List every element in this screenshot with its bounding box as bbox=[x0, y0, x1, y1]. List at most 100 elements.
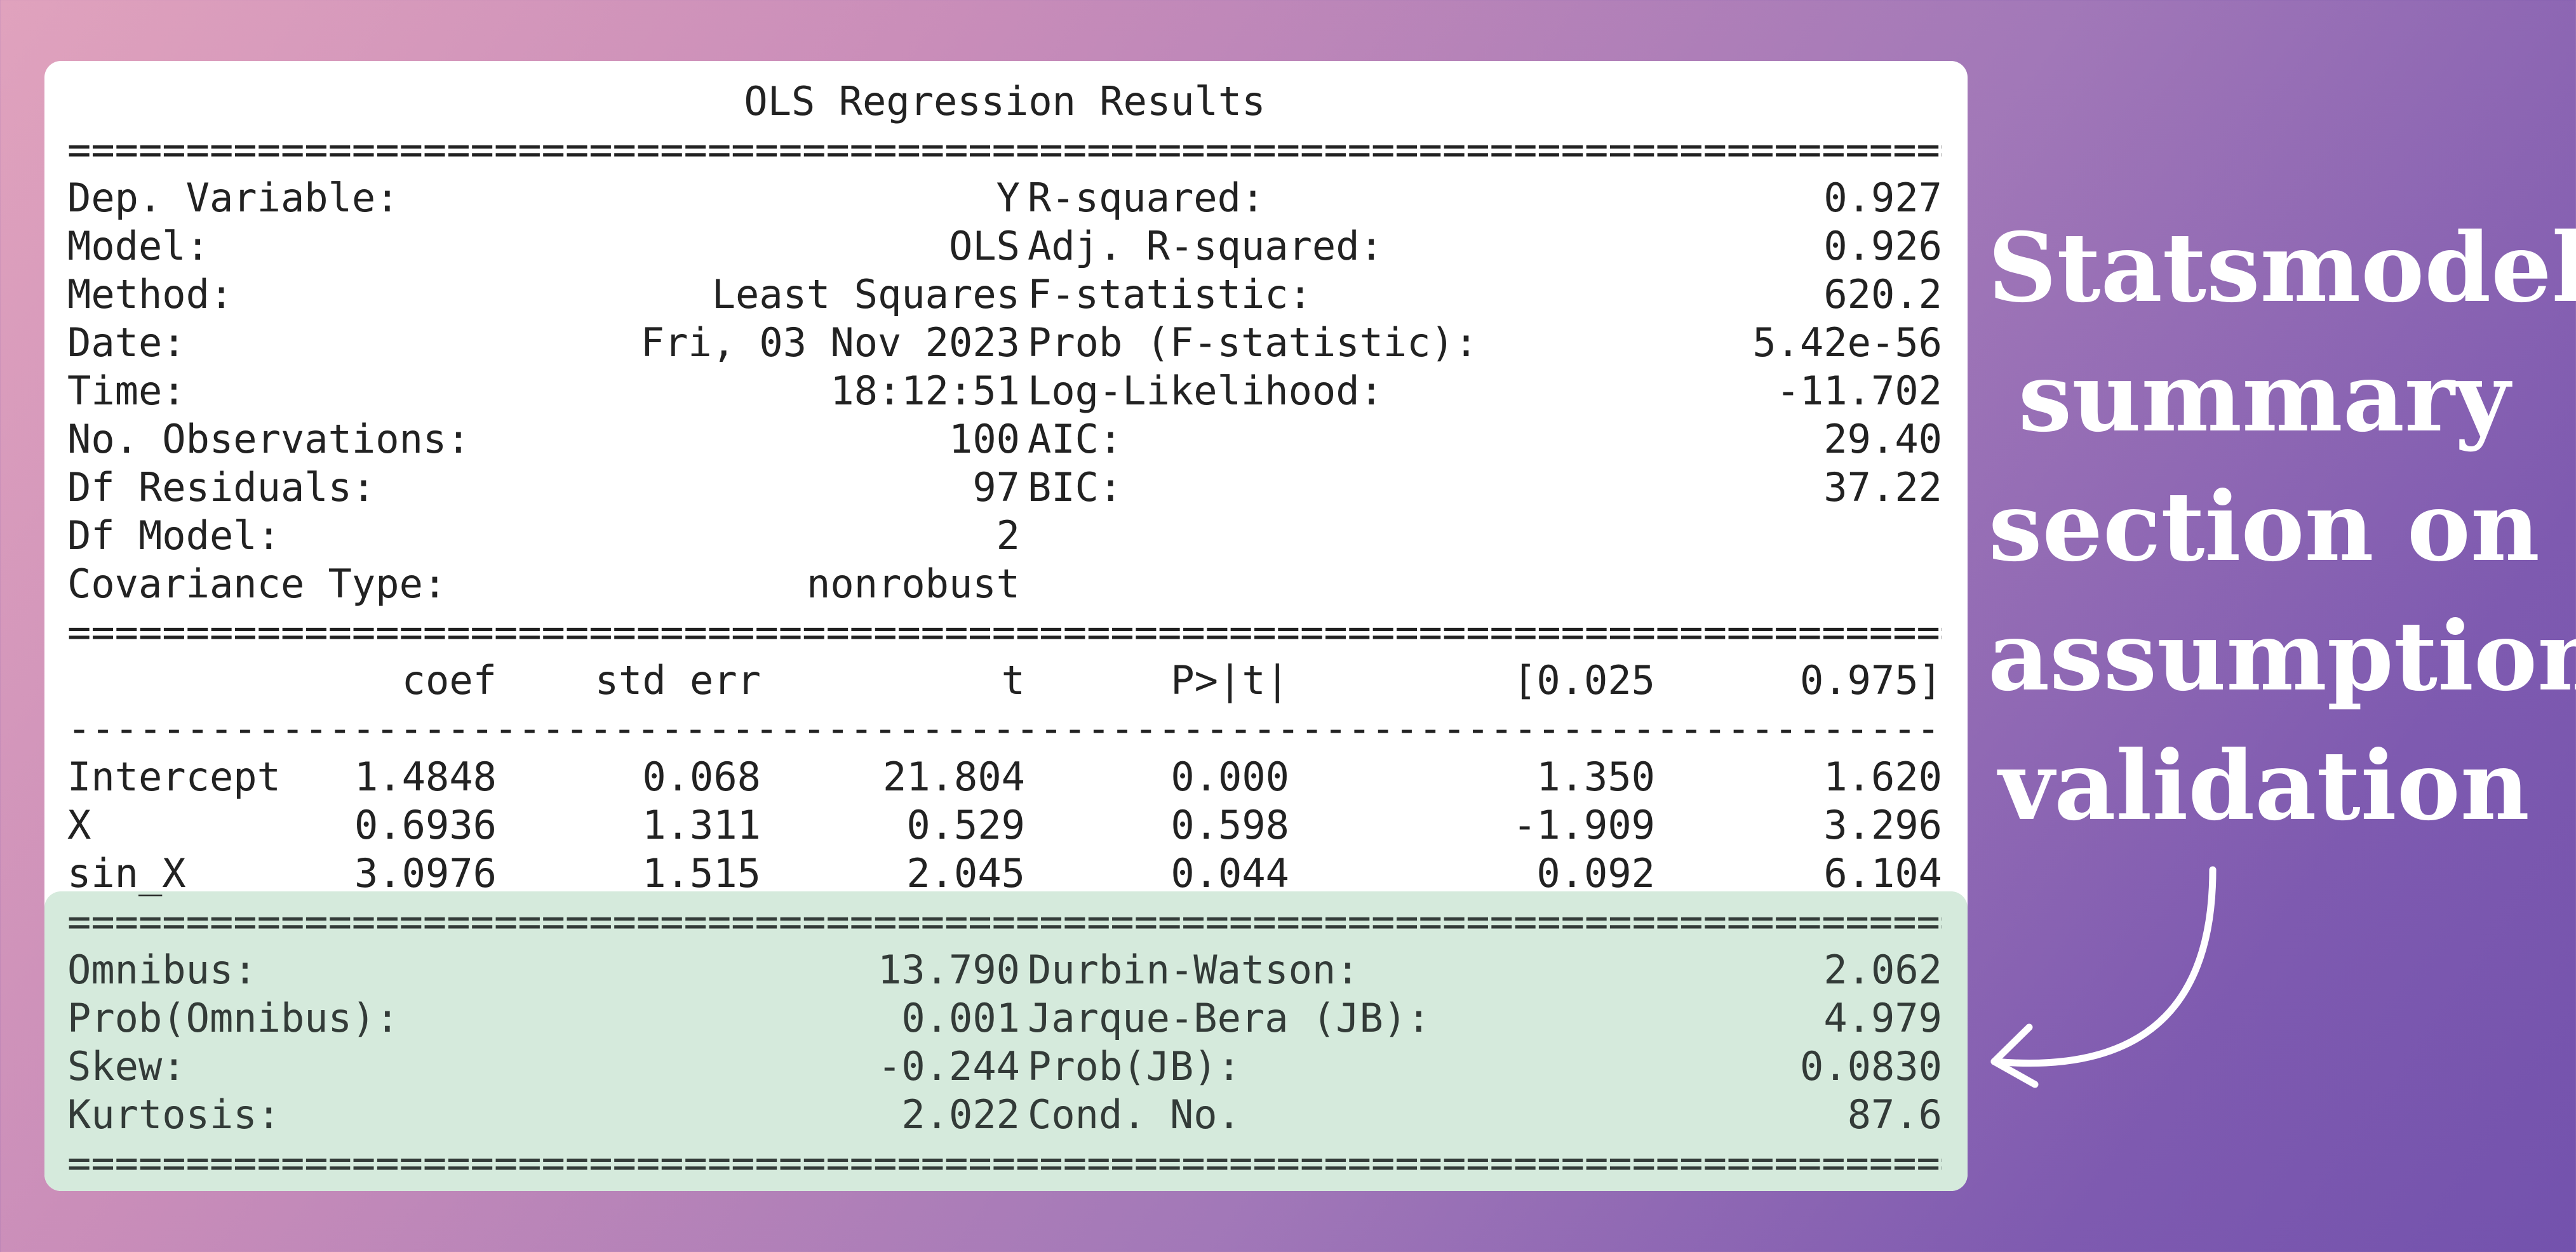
diag-label: Omnibus: bbox=[67, 947, 257, 993]
cell-coef: 0.6936 bbox=[354, 802, 497, 848]
model-info-row: Df Residuals: 97 BIC: 37.22 bbox=[67, 463, 1942, 512]
model-info-row: No. Observations: 100 AIC: 29.40 bbox=[67, 415, 1942, 463]
table-row: X 0.6936 1.311 0.529 0.598 -1.909 3.296 bbox=[67, 801, 1942, 849]
diag-label: Cond. No. bbox=[1028, 1091, 1241, 1138]
stat-value: 5.42e-56 bbox=[1752, 319, 1942, 366]
cell-coef: 1.4848 bbox=[354, 754, 497, 800]
stat-value: 37.22 bbox=[1823, 464, 1942, 510]
cell-ci-high: 6.104 bbox=[1823, 850, 1942, 896]
info-label: Method: bbox=[67, 271, 234, 317]
info-value: 97 bbox=[972, 464, 1020, 510]
model-info-row: Covariance Type: nonrobust bbox=[67, 560, 1942, 608]
info-value: nonrobust bbox=[807, 561, 1020, 607]
caption-line: section on bbox=[1989, 471, 2540, 583]
stat-label: AIC: bbox=[1028, 416, 1123, 462]
caption-line: summary bbox=[2018, 342, 2511, 453]
diagnostics-row: Prob(Omnibus): 0.001 Jarque-Bera (JB): 4… bbox=[67, 994, 1942, 1042]
stat-label: R-squared: bbox=[1028, 175, 1265, 221]
diag-value: 2.062 bbox=[1823, 947, 1942, 993]
single-rule: ----------------------------------------… bbox=[67, 705, 1942, 752]
cell-ci-high: 3.296 bbox=[1823, 802, 1942, 848]
cell-p: 0.044 bbox=[1171, 850, 1289, 896]
diag-value: 87.6 bbox=[1847, 1091, 1942, 1138]
stat-value: 0.926 bbox=[1823, 223, 1942, 269]
diagnostics-row: Kurtosis: 2.022 Cond. No. 87.6 bbox=[67, 1091, 1942, 1139]
double-rule: ========================================… bbox=[67, 1140, 1942, 1186]
diag-label: Prob(Omnibus): bbox=[67, 995, 399, 1041]
model-info-row: Df Model: 2 bbox=[67, 512, 1942, 560]
table-row: Intercept 1.4848 0.068 21.804 0.000 1.35… bbox=[67, 753, 1942, 801]
info-value: Least Squares bbox=[711, 271, 1020, 317]
diag-label: Durbin-Watson: bbox=[1028, 947, 1360, 993]
info-label: Covariance Type: bbox=[67, 561, 447, 607]
info-label: Time: bbox=[67, 368, 186, 414]
stat-value: 620.2 bbox=[1823, 271, 1942, 317]
diag-value: 0.001 bbox=[901, 995, 1020, 1041]
info-value: 18:12:51 bbox=[830, 368, 1020, 414]
diagnostics-row: Skew: -0.244 Prob(JB): 0.0830 bbox=[67, 1042, 1942, 1091]
summary-title: OLS Regression Results bbox=[744, 78, 1266, 124]
diag-value: -0.244 bbox=[878, 1043, 1020, 1089]
col-header-t: t bbox=[1001, 657, 1025, 703]
cell-coef: 3.0976 bbox=[354, 850, 497, 896]
cell-ci-high: 1.620 bbox=[1823, 754, 1942, 800]
col-header-ci-low: [0.025 bbox=[1513, 657, 1655, 703]
caption-line: Statsmodel bbox=[1988, 212, 2576, 324]
info-value: Fri, 03 Nov 2023 bbox=[640, 319, 1020, 366]
diag-value: 4.979 bbox=[1823, 995, 1942, 1041]
diag-label: Kurtosis: bbox=[67, 1091, 281, 1138]
stat-label: F-statistic: bbox=[1028, 271, 1312, 317]
cell-t: 0.529 bbox=[906, 802, 1025, 848]
double-rule: ========================================… bbox=[67, 898, 1942, 945]
col-header-std-err: std err bbox=[594, 657, 761, 703]
info-label: No. Observations: bbox=[67, 416, 471, 462]
row-variable: Intercept bbox=[67, 754, 281, 800]
stat-value: 0.927 bbox=[1823, 175, 1942, 221]
cell-p: 0.000 bbox=[1171, 754, 1289, 800]
info-label: Date: bbox=[67, 319, 186, 366]
info-label: Df Model: bbox=[67, 512, 281, 559]
info-label: Dep. Variable: bbox=[67, 175, 399, 221]
row-variable: X bbox=[67, 802, 91, 848]
diag-value: 0.0830 bbox=[1800, 1043, 1942, 1089]
stat-value: -11.702 bbox=[1776, 368, 1942, 414]
caption-line: validation bbox=[1999, 730, 2530, 842]
regression-summary-card: OLS Regression Results =================… bbox=[44, 61, 1968, 1191]
diag-label: Jarque-Bera (JB): bbox=[1028, 995, 1431, 1041]
cell-ci-low: 1.350 bbox=[1536, 754, 1655, 800]
info-label: Df Residuals: bbox=[67, 464, 376, 510]
col-header-coef: coef bbox=[401, 657, 497, 703]
table-row: sin_X 3.0976 1.515 2.045 0.044 0.092 6.1… bbox=[67, 849, 1942, 898]
caption-line: assumption bbox=[1988, 601, 2576, 712]
stat-label: Prob (F-statistic): bbox=[1028, 319, 1479, 366]
cell-p: 0.598 bbox=[1171, 802, 1289, 848]
model-info-row: Time: 18:12:51 Log-Likelihood: -11.702 bbox=[67, 367, 1942, 415]
diag-label: Prob(JB): bbox=[1028, 1043, 1241, 1089]
diagnostics-highlight bbox=[44, 891, 1968, 1191]
stat-label: BIC: bbox=[1028, 464, 1123, 510]
diag-value: 13.790 bbox=[878, 947, 1020, 993]
col-header-p: P>|t| bbox=[1171, 657, 1289, 703]
diag-label: Skew: bbox=[67, 1043, 186, 1089]
row-variable: sin_X bbox=[67, 850, 186, 896]
stat-label: Log-Likelihood: bbox=[1028, 368, 1383, 414]
cell-ci-low: -1.909 bbox=[1513, 802, 1655, 848]
caption: Statsmodel summary section on assumption… bbox=[1988, 203, 2576, 851]
stat-label: Adj. R-squared: bbox=[1028, 223, 1383, 269]
stat-value: 29.40 bbox=[1823, 416, 1942, 462]
info-value: Y bbox=[996, 175, 1020, 221]
model-info-row: Dep. Variable: Y R-squared: 0.927 bbox=[67, 174, 1942, 222]
model-info-row: Model: OLS Adj. R-squared: 0.926 bbox=[67, 222, 1942, 270]
cell-std-err: 1.515 bbox=[642, 850, 761, 896]
cell-ci-low: 0.092 bbox=[1536, 850, 1655, 896]
model-info-row: Method: Least Squares F-statistic: 620.2 bbox=[67, 270, 1942, 319]
double-rule: ========================================… bbox=[67, 126, 1942, 173]
info-label: Model: bbox=[67, 223, 210, 269]
cell-t: 2.045 bbox=[906, 850, 1025, 896]
info-value: 100 bbox=[949, 416, 1020, 462]
diagnostics-row: Omnibus: 13.790 Durbin-Watson: 2.062 bbox=[67, 946, 1942, 994]
info-value: 2 bbox=[996, 512, 1020, 559]
coef-header-row: coef std err t P>|t| [0.025 0.975] bbox=[67, 656, 1942, 705]
double-rule: ========================================… bbox=[67, 609, 1942, 655]
model-info-row: Date: Fri, 03 Nov 2023 Prob (F-statistic… bbox=[67, 319, 1942, 367]
